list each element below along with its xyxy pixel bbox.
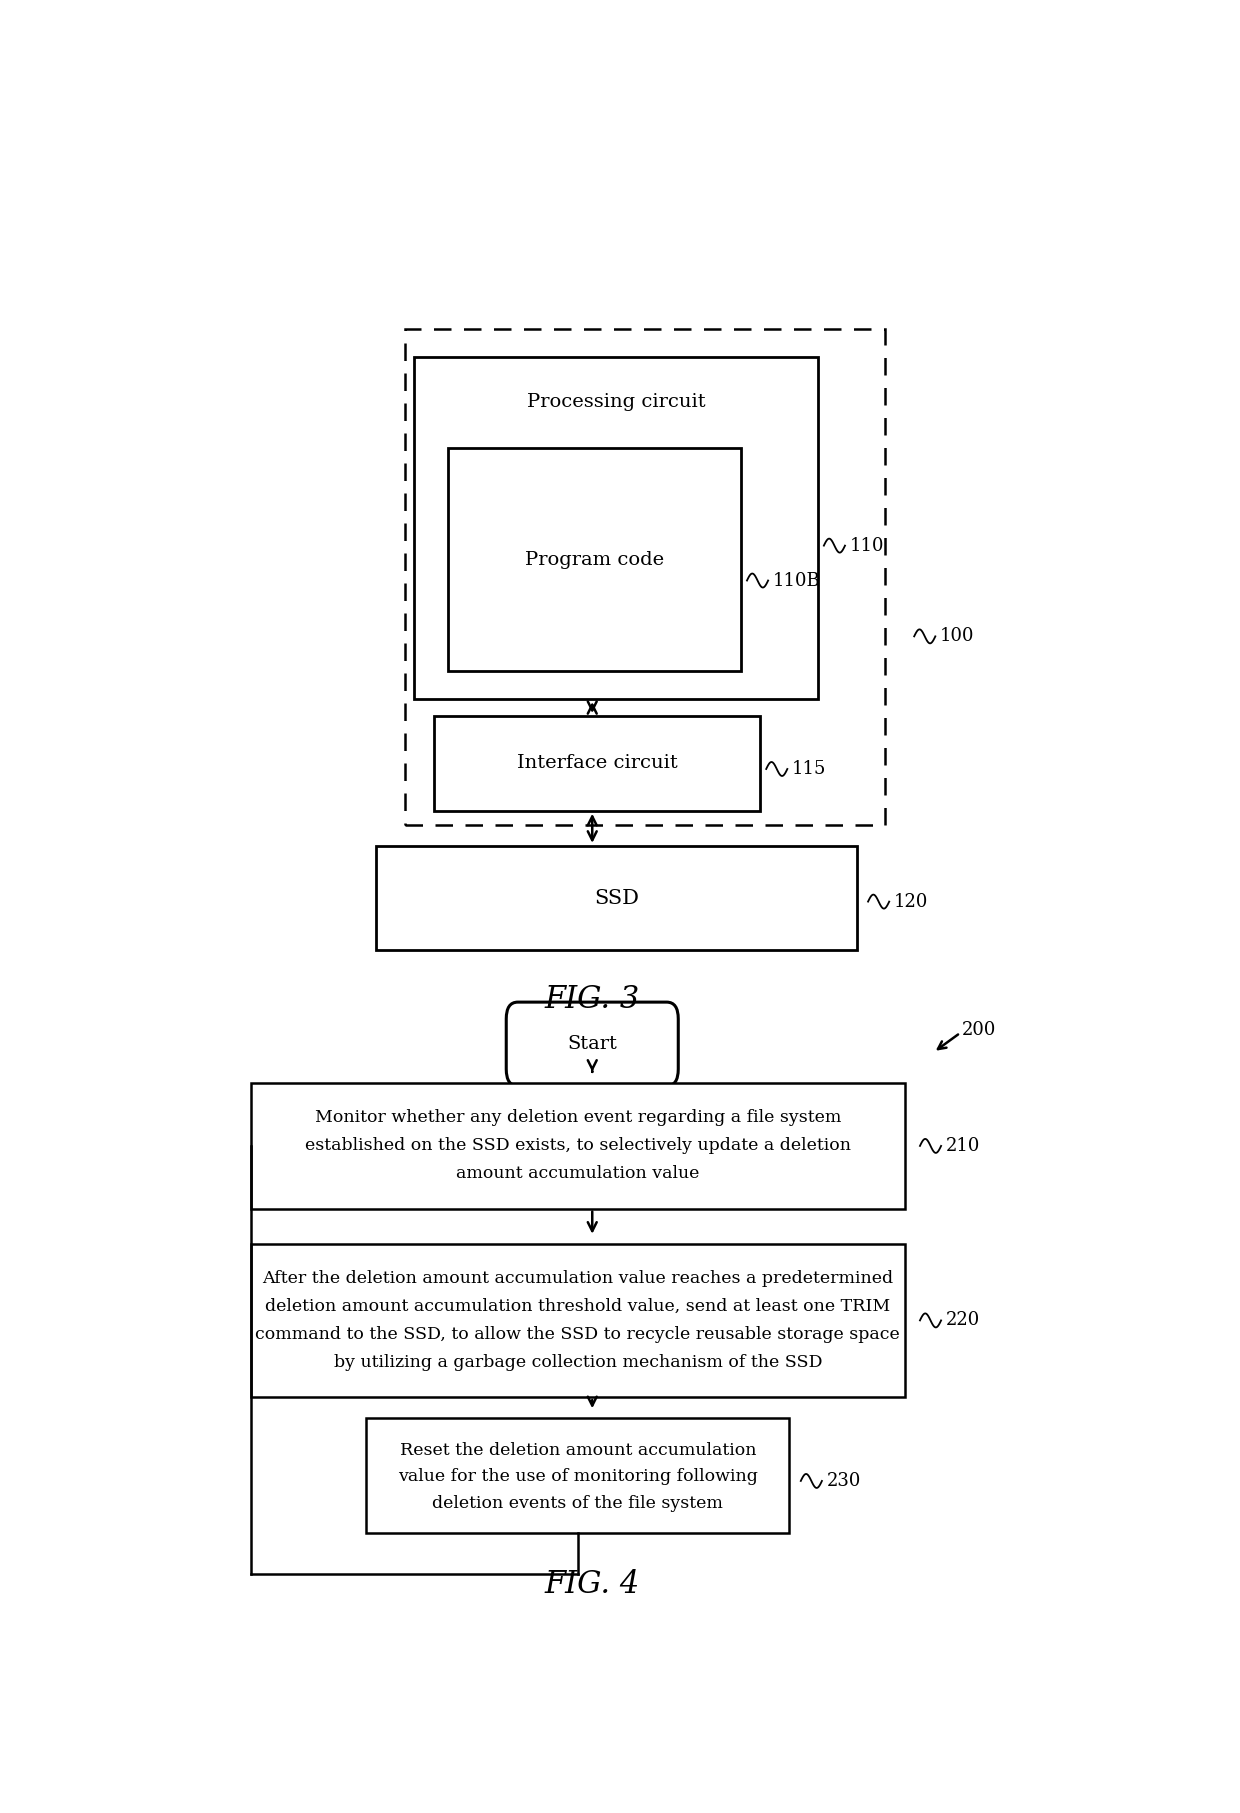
Text: 120: 120 bbox=[894, 892, 929, 910]
Text: amount accumulation value: amount accumulation value bbox=[456, 1166, 699, 1182]
Text: Program code: Program code bbox=[525, 551, 665, 569]
Text: After the deletion amount accumulation value reaches a predetermined: After the deletion amount accumulation v… bbox=[263, 1271, 893, 1287]
Text: Interface circuit: Interface circuit bbox=[517, 754, 677, 772]
FancyBboxPatch shape bbox=[404, 330, 885, 825]
FancyBboxPatch shape bbox=[367, 1418, 789, 1532]
FancyBboxPatch shape bbox=[376, 845, 857, 950]
Text: by utilizing a garbage collection mechanism of the SSD: by utilizing a garbage collection mechan… bbox=[334, 1354, 822, 1371]
FancyBboxPatch shape bbox=[448, 448, 742, 671]
Text: deletion events of the file system: deletion events of the file system bbox=[433, 1494, 723, 1512]
Text: 100: 100 bbox=[940, 627, 975, 645]
FancyBboxPatch shape bbox=[506, 1003, 678, 1086]
Text: deletion amount accumulation threshold value, send at least one TRIM: deletion amount accumulation threshold v… bbox=[265, 1298, 890, 1314]
Text: established on the SSD exists, to selectively update a deletion: established on the SSD exists, to select… bbox=[305, 1137, 851, 1155]
Text: 210: 210 bbox=[946, 1137, 981, 1155]
Text: SSD: SSD bbox=[594, 888, 639, 908]
Text: 230: 230 bbox=[827, 1472, 861, 1490]
Text: 110: 110 bbox=[849, 537, 884, 555]
Text: Start: Start bbox=[568, 1035, 618, 1053]
Text: Monitor whether any deletion event regarding a file system: Monitor whether any deletion event regar… bbox=[315, 1110, 841, 1126]
Text: 115: 115 bbox=[792, 760, 827, 778]
Text: value for the use of monitoring following: value for the use of monitoring followin… bbox=[398, 1469, 758, 1485]
FancyBboxPatch shape bbox=[434, 716, 760, 810]
FancyBboxPatch shape bbox=[250, 1082, 905, 1209]
Text: 200: 200 bbox=[962, 1021, 997, 1039]
Text: Reset the deletion amount accumulation: Reset the deletion amount accumulation bbox=[399, 1441, 756, 1459]
Text: 220: 220 bbox=[946, 1311, 980, 1329]
Text: FIG. 3: FIG. 3 bbox=[544, 984, 640, 1015]
Text: command to the SSD, to allow the SSD to recycle reusable storage space: command to the SSD, to allow the SSD to … bbox=[255, 1325, 900, 1343]
Text: FIG. 4: FIG. 4 bbox=[544, 1568, 640, 1599]
Text: 110B: 110B bbox=[773, 571, 821, 589]
FancyBboxPatch shape bbox=[250, 1244, 905, 1398]
FancyBboxPatch shape bbox=[414, 357, 818, 700]
Text: Processing circuit: Processing circuit bbox=[527, 393, 706, 412]
